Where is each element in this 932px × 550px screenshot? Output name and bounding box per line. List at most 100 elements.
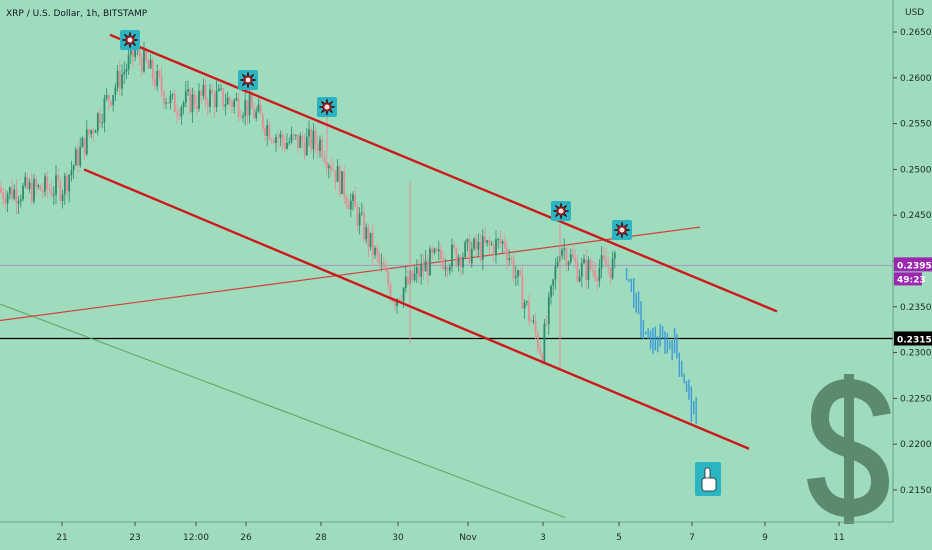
rising-trend-line[interactable]	[0, 226, 701, 322]
time-tick-label: 5	[616, 533, 622, 543]
candle-body	[151, 59, 154, 79]
time-tick-label: 21	[56, 533, 67, 543]
candle-body	[508, 258, 511, 261]
candle-body	[473, 238, 475, 249]
candle-body	[418, 267, 420, 277]
candle-body	[138, 45, 141, 58]
candle-body	[497, 239, 500, 240]
candle-body	[517, 270, 519, 277]
candle-body	[88, 129, 90, 135]
candle-body	[345, 196, 348, 205]
candle-body	[171, 94, 174, 96]
candle-body	[413, 273, 416, 280]
candle-body	[334, 170, 337, 182]
candle-body	[426, 260, 429, 276]
candle-body	[35, 179, 38, 187]
time-tick-label: 9	[762, 533, 768, 543]
candle-body	[261, 114, 264, 129]
channel-lower-line[interactable]	[83, 168, 750, 450]
candle-body	[187, 89, 189, 92]
chart-title: XRP / U.S. Dollar, 1h, BITSTAMP	[6, 9, 148, 19]
candle-body	[94, 131, 97, 133]
candle-body	[4, 199, 7, 204]
candle-body	[239, 117, 242, 118]
candle-body	[237, 98, 240, 118]
candle-body	[305, 136, 308, 156]
candle-body	[323, 156, 326, 162]
candle-body	[77, 149, 79, 166]
candle-body	[303, 142, 306, 156]
candle-body	[264, 128, 266, 136]
candle-body	[332, 170, 335, 172]
candle-body	[96, 113, 99, 132]
candle-body	[116, 70, 119, 88]
candle-body	[550, 285, 552, 297]
support-price-label: 0.23154	[897, 335, 932, 345]
candle-body	[233, 100, 236, 107]
candle-body	[15, 189, 18, 204]
time-tick-label: Nov	[459, 533, 477, 543]
candle-body	[301, 135, 304, 143]
candle-body	[484, 236, 486, 243]
channel-upper-line[interactable]	[109, 33, 778, 313]
candle-body	[578, 276, 581, 282]
candle-body	[429, 248, 431, 276]
candle-body	[539, 348, 541, 355]
candle-body	[17, 201, 20, 204]
candle-body	[26, 177, 29, 189]
candle-body	[39, 185, 42, 191]
candle-body	[255, 111, 258, 118]
candle-body	[455, 248, 458, 266]
burst-center	[245, 77, 251, 83]
countdown-tag	[894, 272, 922, 286]
candle-body	[290, 134, 293, 143]
candle-body	[402, 287, 405, 302]
candle-body	[165, 102, 167, 104]
candle-body	[242, 115, 244, 118]
candle-body	[607, 266, 610, 268]
support-price-tag[interactable]	[894, 331, 932, 346]
candle-body	[354, 194, 357, 207]
candle-body	[490, 244, 493, 245]
candle-body	[453, 244, 456, 249]
candle-body	[431, 248, 434, 253]
candle-body	[308, 129, 310, 137]
green-trend-line[interactable]	[0, 303, 566, 518]
candle-body	[503, 241, 506, 249]
candle-body	[611, 258, 614, 278]
candle-body	[259, 104, 262, 115]
candle-body	[457, 256, 460, 266]
time-tick-label: 12:00	[183, 533, 209, 543]
candle-body	[292, 134, 295, 136]
candle-body	[321, 139, 324, 157]
candle-body	[61, 194, 64, 201]
candle-body	[215, 90, 218, 108]
candle-body	[110, 101, 112, 105]
candle-body	[283, 142, 286, 149]
candle-body	[589, 260, 592, 270]
candle-body	[105, 95, 108, 99]
time-tick-label: 28	[315, 533, 327, 543]
candle-body	[572, 254, 574, 258]
candle-body	[541, 354, 544, 363]
candle-body	[92, 130, 95, 133]
candle-body	[2, 192, 5, 200]
candle-body	[598, 268, 601, 282]
candle-body	[358, 213, 361, 226]
candle-body	[83, 138, 86, 155]
candle-body	[156, 71, 159, 87]
candle-body	[299, 135, 302, 148]
candle-body	[206, 101, 209, 107]
time-tick-label: 23	[129, 533, 140, 543]
candle-body	[532, 320, 535, 322]
candle-body	[81, 138, 84, 148]
candle-body	[99, 113, 101, 124]
current-price-tag[interactable]	[894, 257, 932, 272]
candle-body	[281, 134, 284, 143]
candle-body	[580, 263, 583, 277]
candle-body	[41, 190, 44, 192]
